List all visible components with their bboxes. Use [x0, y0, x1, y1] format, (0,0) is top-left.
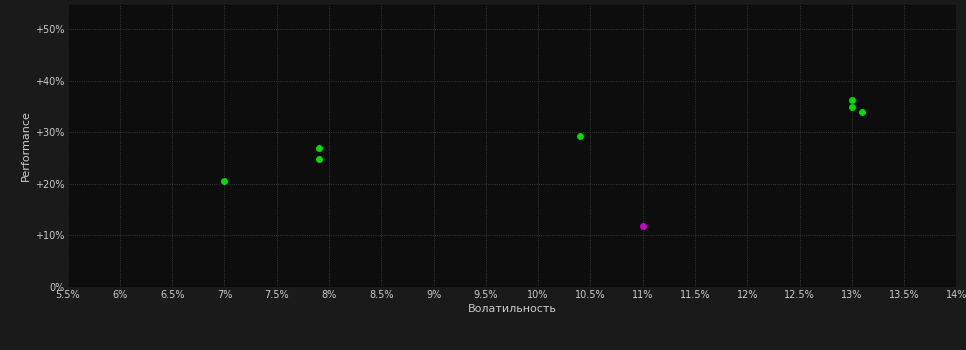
Point	[855, 109, 870, 114]
Point	[572, 133, 587, 139]
Point	[311, 156, 327, 162]
Point	[216, 178, 232, 184]
Point	[844, 98, 860, 103]
Point	[635, 223, 650, 229]
Y-axis label: Performance: Performance	[21, 110, 31, 181]
X-axis label: Волатильность: Волатильность	[468, 304, 556, 314]
Point	[311, 145, 327, 150]
Point	[844, 104, 860, 110]
